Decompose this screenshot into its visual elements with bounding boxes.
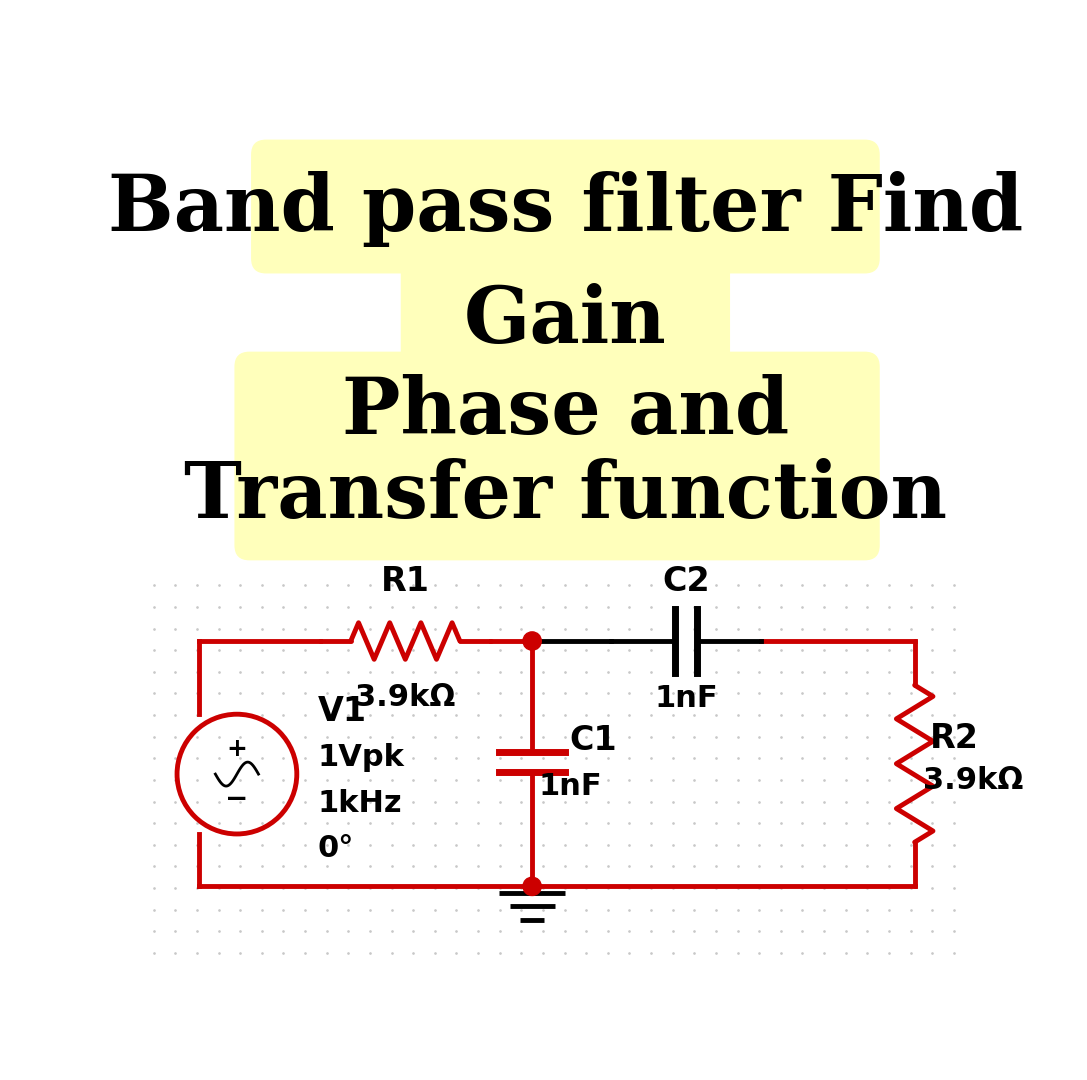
Text: 1Vpk: 1Vpk — [317, 743, 404, 772]
FancyBboxPatch shape — [251, 139, 879, 273]
Text: R2: R2 — [929, 723, 978, 755]
FancyBboxPatch shape — [235, 352, 879, 561]
Text: C2: C2 — [662, 565, 710, 598]
Text: 3.9kΩ: 3.9kΩ — [355, 683, 455, 712]
Circle shape — [523, 632, 541, 650]
Text: +: + — [226, 737, 248, 761]
Text: 0°: 0° — [317, 835, 354, 863]
Text: −: − — [225, 785, 249, 813]
FancyBboxPatch shape — [401, 256, 730, 381]
Text: Band pass filter Find: Band pass filter Find — [108, 171, 1023, 246]
Text: 1nF: 1nF — [539, 772, 602, 801]
Text: 1nF: 1nF — [654, 685, 717, 713]
Text: 1kHz: 1kHz — [317, 788, 402, 818]
Text: C1: C1 — [570, 725, 617, 757]
Circle shape — [523, 877, 541, 895]
Text: V1: V1 — [317, 696, 366, 728]
Text: Transfer function: Transfer function — [184, 458, 947, 534]
Text: R1: R1 — [380, 565, 429, 598]
Text: Gain: Gain — [464, 283, 666, 359]
Text: 3.9kΩ: 3.9kΩ — [923, 766, 1023, 795]
Text: Phase and: Phase and — [341, 375, 789, 450]
